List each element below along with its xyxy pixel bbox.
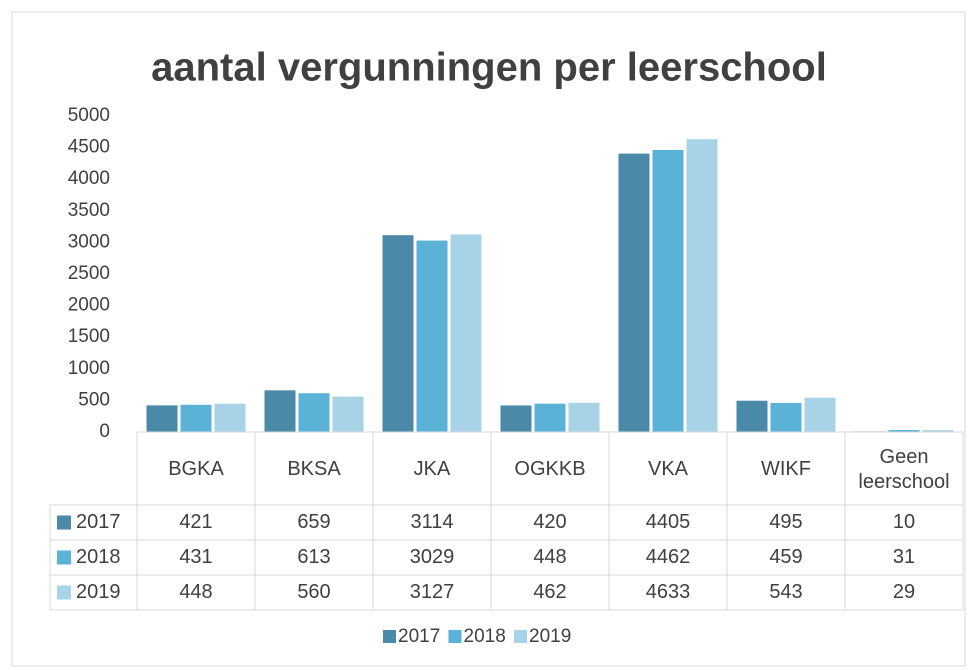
table-value: 3127 bbox=[409, 581, 455, 603]
y-tick-label: 3000 bbox=[68, 231, 110, 252]
bar bbox=[922, 430, 954, 432]
table-legend-label: 2018 bbox=[76, 546, 121, 568]
bar bbox=[214, 403, 246, 432]
bar bbox=[146, 405, 178, 432]
bar bbox=[298, 393, 330, 432]
table-value: 3114 bbox=[410, 511, 454, 533]
y-tick-label: 0 bbox=[99, 421, 110, 442]
bar bbox=[652, 150, 684, 433]
table-legend-label: 2019 bbox=[76, 581, 121, 603]
table-value: 31 bbox=[892, 546, 916, 568]
category-label: JKA bbox=[413, 458, 451, 480]
bar bbox=[686, 139, 718, 432]
table-value: 4633 bbox=[645, 581, 691, 603]
bar bbox=[736, 400, 768, 432]
table-value: 613 bbox=[297, 546, 331, 568]
category-label: Geen leerschool bbox=[858, 445, 950, 493]
category-label: BKSA bbox=[287, 458, 341, 480]
table-value: 421 bbox=[179, 511, 213, 533]
bar bbox=[618, 153, 650, 432]
legend-label: 2017 bbox=[398, 626, 440, 647]
bar bbox=[382, 235, 414, 432]
table-value: 4462 bbox=[645, 546, 691, 568]
y-tick-label: 500 bbox=[78, 389, 110, 410]
y-tick-label: 4500 bbox=[68, 137, 110, 158]
table-value: 10 bbox=[892, 511, 916, 533]
bar bbox=[180, 404, 212, 432]
y-tick-label: 1500 bbox=[68, 326, 110, 347]
y-tick-label: 5000 bbox=[68, 105, 110, 126]
legend-label: 2018 bbox=[464, 626, 506, 647]
legend-key bbox=[383, 630, 396, 643]
bar bbox=[332, 396, 364, 432]
category-label: OGKKB bbox=[514, 458, 586, 480]
table-value: 543 bbox=[769, 581, 803, 603]
table-value: 462 bbox=[533, 581, 567, 603]
category-label: BGKA bbox=[168, 458, 224, 480]
legend-key bbox=[448, 630, 462, 643]
y-tick-label: 2500 bbox=[68, 263, 110, 284]
bar bbox=[450, 234, 482, 432]
y-tick-label: 2000 bbox=[68, 295, 110, 316]
bar bbox=[804, 397, 836, 432]
table-value: 3029 bbox=[409, 546, 455, 568]
bar bbox=[416, 240, 448, 432]
table-legend-label: 2017 bbox=[76, 511, 121, 533]
table-value: 448 bbox=[533, 546, 567, 568]
chart-title: aantal vergunningen per leerschool bbox=[151, 46, 827, 90]
bar bbox=[888, 430, 920, 432]
y-tick-label: 3500 bbox=[68, 200, 110, 221]
table-legend-key bbox=[57, 515, 71, 530]
legend-label: 2019 bbox=[529, 626, 571, 647]
table-value: 29 bbox=[892, 581, 916, 603]
table-value: 448 bbox=[179, 581, 213, 603]
y-tick-label: 4000 bbox=[68, 168, 110, 189]
bar bbox=[534, 403, 566, 432]
y-tick-label: 1000 bbox=[68, 358, 110, 379]
legend-key bbox=[514, 630, 527, 643]
table-value: 431 bbox=[179, 546, 213, 568]
table-value: 659 bbox=[297, 511, 331, 533]
category-label: WIKF bbox=[761, 458, 811, 480]
table-value: 560 bbox=[297, 581, 331, 603]
table-value: 4405 bbox=[645, 511, 691, 533]
category-label: VKA bbox=[647, 458, 689, 480]
bar bbox=[500, 405, 532, 432]
bar bbox=[568, 402, 600, 432]
table-legend-key bbox=[57, 550, 71, 565]
bar bbox=[770, 402, 802, 432]
chart-border bbox=[11, 11, 966, 667]
table-value: 459 bbox=[769, 546, 803, 568]
bar bbox=[264, 390, 296, 432]
table-value: 420 bbox=[533, 511, 567, 533]
table-value: 495 bbox=[769, 511, 803, 533]
table-legend-key bbox=[57, 585, 71, 600]
